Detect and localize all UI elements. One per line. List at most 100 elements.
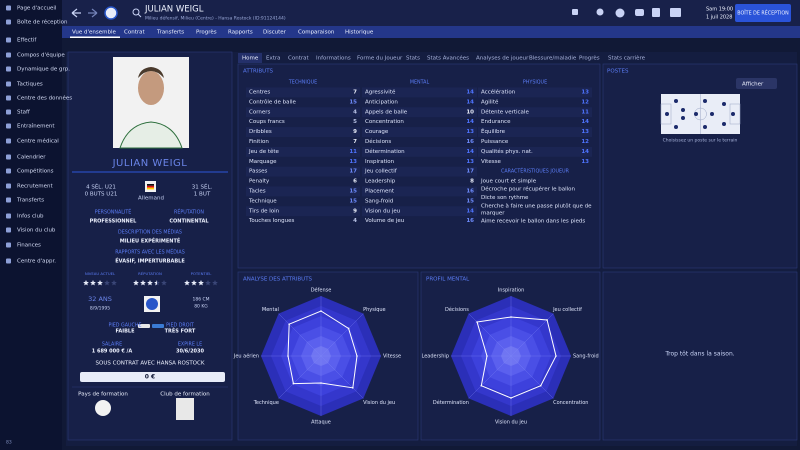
- sidebar-item[interactable]: Compos d'équipe: [17, 52, 65, 59]
- sidebar-icon[interactable]: [6, 19, 11, 25]
- sidebar-item[interactable]: Centre des données: [17, 95, 72, 102]
- inbox-button-label[interactable]: BOÎTE DE RÉCEPTION: [737, 9, 789, 17]
- forward-icon[interactable]: [88, 8, 98, 18]
- player-face: [138, 71, 164, 105]
- edit-icon[interactable]: [572, 9, 578, 15]
- tab[interactable]: Stats carrière: [608, 55, 646, 62]
- field-label: PIED GAUCHE: [108, 323, 141, 329]
- sidebar-item[interactable]: Entraînement: [17, 123, 55, 130]
- sidebar-icon[interactable]: [6, 154, 11, 160]
- tab[interactable]: Home: [242, 56, 259, 62]
- sidebar-icon[interactable]: [6, 81, 11, 87]
- radar-point: [480, 384, 483, 387]
- search-icon[interactable]: [132, 8, 140, 16]
- menu-item[interactable]: Historique: [345, 30, 374, 36]
- sidebar-icon[interactable]: [6, 52, 11, 58]
- menu-item[interactable]: Transferts: [156, 30, 184, 36]
- sidebar-item[interactable]: Tactiques: [16, 82, 43, 88]
- row-stripe: [246, 127, 360, 137]
- tab[interactable]: Extra: [266, 56, 281, 62]
- tab[interactable]: Forme du Joueur: [357, 56, 403, 62]
- sidebar-item[interactable]: Compétitions: [17, 168, 54, 175]
- sidebar-icon[interactable]: [6, 168, 11, 174]
- attribute-name: Finition: [249, 139, 269, 145]
- star: [198, 280, 204, 286]
- sidebar-icon[interactable]: [6, 213, 11, 219]
- sidebar-item[interactable]: Boîte de réception: [17, 19, 68, 26]
- tab[interactable]: Stats Avancées: [427, 55, 469, 62]
- sidebar-item[interactable]: Page d'accueil: [17, 6, 57, 12]
- show-button-label[interactable]: Afficher: [742, 82, 764, 88]
- radar-point: [292, 382, 295, 385]
- sidebar-icon[interactable]: [6, 197, 11, 203]
- sidebar-icon[interactable]: [6, 66, 11, 72]
- tab[interactable]: Progrès: [579, 55, 600, 62]
- sidebar-item[interactable]: Staff: [17, 110, 30, 116]
- menu-item[interactable]: Progrès: [196, 29, 217, 36]
- sidebar-icon[interactable]: [6, 123, 11, 129]
- sidebar-item[interactable]: Infos club: [17, 214, 44, 220]
- tab[interactable]: Contrat: [288, 56, 309, 62]
- attribute-value: 17: [466, 169, 474, 175]
- sidebar-item[interactable]: Transferts: [16, 198, 44, 204]
- radar-point: [555, 355, 557, 357]
- sidebar-icon[interactable]: [6, 183, 11, 189]
- sidebar-icon[interactable]: [6, 109, 11, 115]
- attribute-name: Anticipation: [365, 99, 398, 105]
- attribute-name: Penalty: [249, 179, 270, 185]
- attribute-name: Détermination: [365, 148, 405, 155]
- attribute-name: Décisions: [365, 138, 391, 145]
- star: [140, 280, 146, 286]
- menu-item[interactable]: Vue d'ensemble: [72, 30, 117, 36]
- club-badge[interactable]: [104, 6, 118, 20]
- tab[interactable]: Analyses de joueur: [476, 56, 529, 62]
- row-stripe: [478, 127, 592, 137]
- attribute-value: 16: [466, 218, 474, 224]
- help-icon[interactable]: [615, 8, 625, 18]
- attribute-name: Agressivité: [365, 89, 396, 96]
- sidebar-item[interactable]: Finances: [17, 243, 41, 249]
- sidebar-item[interactable]: Vision du club: [17, 228, 56, 234]
- video-icon[interactable]: [635, 9, 644, 16]
- tab[interactable]: Blessure/maladie: [529, 56, 577, 62]
- tab[interactable]: Informations: [316, 56, 351, 62]
- star-empty: [212, 280, 218, 286]
- fans-icon[interactable]: [652, 8, 660, 17]
- attribute-name: Marquage: [249, 159, 277, 165]
- row-stripe: [362, 206, 477, 217]
- attribute-value: 13: [581, 90, 589, 96]
- sidebar-item[interactable]: Recrutement: [17, 184, 53, 190]
- back-icon[interactable]: [71, 8, 81, 18]
- right-boot: [152, 324, 164, 328]
- sidebar-item[interactable]: Calendrier: [17, 155, 46, 161]
- menu-item[interactable]: Contrat: [124, 30, 145, 36]
- build-number: 83: [6, 440, 12, 446]
- sidebar-icon[interactable]: [6, 258, 11, 264]
- menu-item[interactable]: Rapports: [228, 30, 253, 36]
- sidebar-icon[interactable]: [6, 37, 11, 43]
- inbox-button[interactable]: [735, 4, 791, 22]
- sidebar-icon[interactable]: [6, 5, 11, 11]
- sidebar-icon[interactable]: [6, 95, 11, 101]
- menu-item[interactable]: Comparaison: [298, 30, 335, 36]
- sidebar-item[interactable]: Effectif: [17, 38, 37, 44]
- sidebar-item[interactable]: Centre médical: [17, 138, 59, 145]
- menu-item[interactable]: Discuter: [263, 30, 287, 36]
- show-button[interactable]: [736, 78, 777, 89]
- sidebar-icon[interactable]: [6, 138, 11, 144]
- sidebar-item[interactable]: Dynamique de grp.: [17, 67, 70, 73]
- radar-label: Inspiration: [498, 288, 525, 294]
- forum-icon[interactable]: [596, 8, 604, 16]
- sidebar-item[interactable]: Centre d'appr.: [17, 259, 56, 265]
- menu-bar: [62, 26, 800, 38]
- player-name: JULIAN WEIGL: [144, 5, 204, 15]
- attribute-name: Appels de balle: [365, 109, 408, 115]
- sidebar-icon[interactable]: [6, 227, 11, 233]
- fm-icon[interactable]: [670, 8, 681, 17]
- attribute-name: Équilibre: [481, 127, 506, 135]
- sidebar-icon[interactable]: [6, 242, 11, 248]
- season-note: Trop tôt dans la saison.: [664, 351, 734, 358]
- player-shirt: [119, 121, 183, 149]
- tab[interactable]: Stats: [406, 56, 420, 62]
- panel-title: POSTES: [607, 69, 629, 75]
